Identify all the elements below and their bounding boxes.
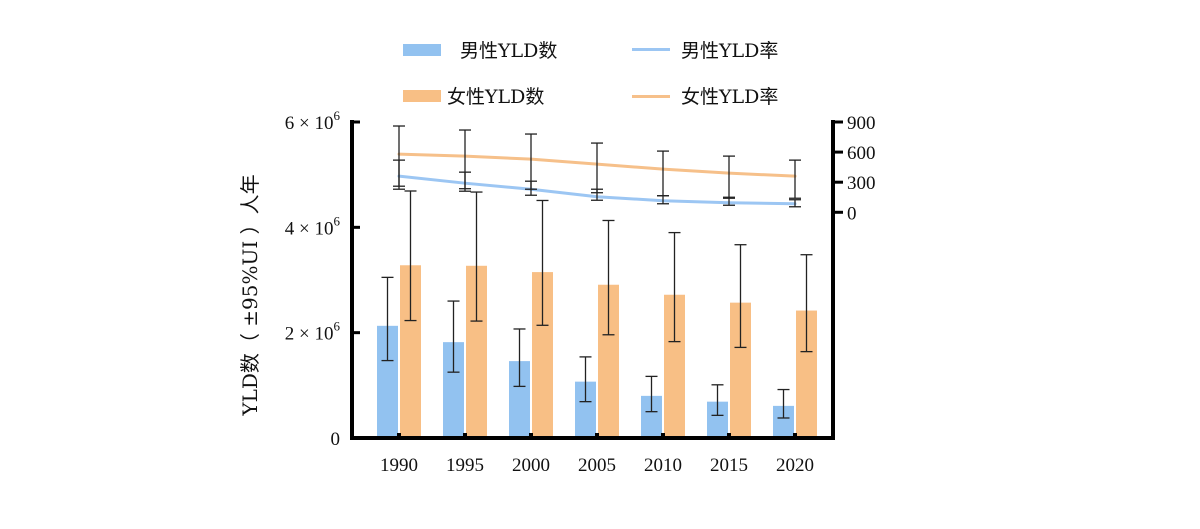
- legend-label-male-yld-rate: 男性YLD率: [681, 40, 778, 62]
- error-bar-female-2000: [536, 199, 549, 326]
- legend-item-male-yld-rate: 男性YLD率: [632, 40, 778, 62]
- left-tick-exponent-2: 6: [334, 213, 341, 228]
- legend-item-female-yld-count: 女性YLD数: [403, 86, 544, 108]
- legend-label-male-yld-count: 男性YLD数: [460, 40, 557, 62]
- left-tick-exponent-1: 6: [334, 319, 341, 334]
- rate-error-bar-female-2015: [723, 155, 735, 199]
- bar-male-2005: [575, 381, 596, 438]
- legend-label-female-yld-count: 女性YLD数: [447, 86, 544, 108]
- left-tick-label-0: 0: [331, 429, 341, 450]
- bar-female-2020: [796, 310, 817, 438]
- rate-error-bar-female-2005: [591, 142, 603, 194]
- bar-male-2015: [707, 401, 728, 438]
- legend-swatch-male-yld-rate: [632, 48, 670, 51]
- x-tick-label-1990: 1990: [380, 455, 418, 476]
- error-bar-female-2010: [668, 231, 681, 343]
- error-bar-male-1995: [447, 300, 460, 373]
- error-bar-male-2015: [711, 384, 724, 417]
- right-tick-label-600: 600: [847, 143, 876, 164]
- right-tick-label-0: 0: [847, 203, 857, 224]
- x-tick-label-2020: 2020: [776, 455, 814, 476]
- x-tick-label-2015: 2015: [710, 455, 748, 476]
- bar-female-2000: [532, 272, 553, 438]
- bar-female-1990: [400, 265, 421, 438]
- legend: 男性YLD数 男性YLD率 女性YLD数 女性YLD率: [403, 40, 778, 108]
- legend-swatch-male-yld-count: [403, 44, 441, 56]
- left-tick-exponent-3: 6: [334, 108, 341, 123]
- x-tick-label-2005: 2005: [578, 455, 616, 476]
- legend-swatch-female-yld-rate: [632, 95, 670, 98]
- legend-item-female-yld-rate: 女性YLD率: [632, 86, 778, 108]
- bar-female-1995: [466, 265, 487, 438]
- error-bar-male-2020: [777, 388, 790, 419]
- bar-male-1995: [443, 342, 464, 438]
- rate-error-bar-female-1990: [393, 125, 405, 190]
- rate-error-bar-female-2000: [525, 133, 537, 190]
- bar-female-2010: [664, 294, 685, 438]
- bar-male-1990: [377, 325, 398, 438]
- rate-error-bar-female-1995: [459, 129, 471, 190]
- legend-swatch-female-yld-count: [403, 90, 441, 102]
- left-tick-label-1: 2 × 106: [285, 319, 341, 345]
- bar-male-2010: [641, 395, 662, 438]
- bar-male-2020: [773, 405, 794, 438]
- error-bar-female-2015: [734, 244, 747, 349]
- rate-error-bar-male-2020: [789, 199, 801, 208]
- error-bar-female-2020: [800, 254, 813, 353]
- error-bar-female-2005: [602, 219, 615, 336]
- bar-male-2000: [509, 361, 530, 438]
- y-axis-label: YLD数（ ±95%UI ）人年: [238, 174, 262, 416]
- x-tick-label-2010: 2010: [644, 455, 682, 476]
- left-tick-label-3: 6 × 106: [285, 108, 341, 134]
- error-bar-male-2005: [579, 356, 592, 403]
- error-bar-male-1990: [381, 276, 394, 362]
- error-bar-male-2000: [513, 328, 526, 388]
- plot-area: 1990 1995 2000 2005 2010 2015 2020 0 2 × 106 4 × …: [285, 108, 876, 476]
- right-tick-label-300: 300: [847, 173, 876, 194]
- bar-female-2005: [598, 284, 619, 438]
- right-tick-label-900: 900: [847, 113, 876, 134]
- x-tick-label-2000: 2000: [512, 455, 550, 476]
- error-bar-female-1990: [404, 190, 417, 322]
- legend-item-male-yld-count: 男性YLD数: [403, 40, 557, 62]
- rate-error-bar-female-2020: [789, 159, 801, 199]
- bar-female-2015: [730, 302, 751, 438]
- rate-error-bar-female-2010: [657, 150, 669, 197]
- error-bar-female-1995: [470, 191, 483, 322]
- error-bar-male-2010: [645, 375, 658, 413]
- legend-label-female-yld-rate: 女性YLD率: [681, 86, 778, 108]
- x-tick-label-1995: 1995: [446, 455, 484, 476]
- left-tick-label-2: 4 × 106: [285, 213, 341, 239]
